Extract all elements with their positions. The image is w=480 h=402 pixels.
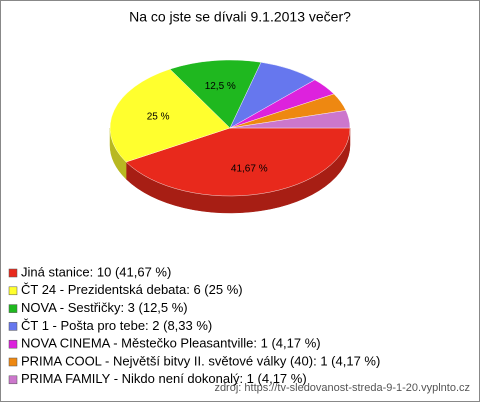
legend-label: NOVA - Sestřičky: 3 (12,5 %) [21, 300, 188, 315]
source: zdroj: https://tv-sledovanost-streda-9-1… [214, 382, 470, 394]
legend-swatch [8, 357, 18, 367]
slice-label: 41,67 % [231, 163, 268, 174]
slice-label: 12,5 % [205, 81, 236, 92]
legend-label: NOVA CINEMA - Městečko Pleasantville: 1 … [21, 336, 321, 351]
legend-label: PRIMA FAMILY - Nikdo není dokonalý: 1 (4… [21, 371, 307, 386]
legend-label: Jiná stanice: 10 (41,67 %) [21, 264, 171, 279]
legend-swatch [8, 375, 18, 385]
slice [109, 68, 231, 163]
legend-swatch [8, 339, 18, 349]
legend-swatch [8, 304, 18, 313]
legend-swatch [8, 322, 18, 331]
legend-label: ČT 1 - Pošta pro tebe: 2 (8,33 %) [21, 318, 212, 333]
legend-swatch [8, 268, 18, 278]
legend-swatch [8, 286, 18, 296]
slice [169, 59, 262, 129]
legend-label: ČT 24 - Prezidentská debata: 6 (25 %) [21, 282, 243, 297]
chart-title: Na co jste se dívali 9.1.2013 večer? [129, 9, 351, 25]
legend-label: PRIMA COOL - Největší bitvy II. světové … [21, 353, 380, 368]
slice [229, 110, 351, 129]
slice-label: 25 % [147, 112, 170, 123]
slice [125, 127, 351, 197]
